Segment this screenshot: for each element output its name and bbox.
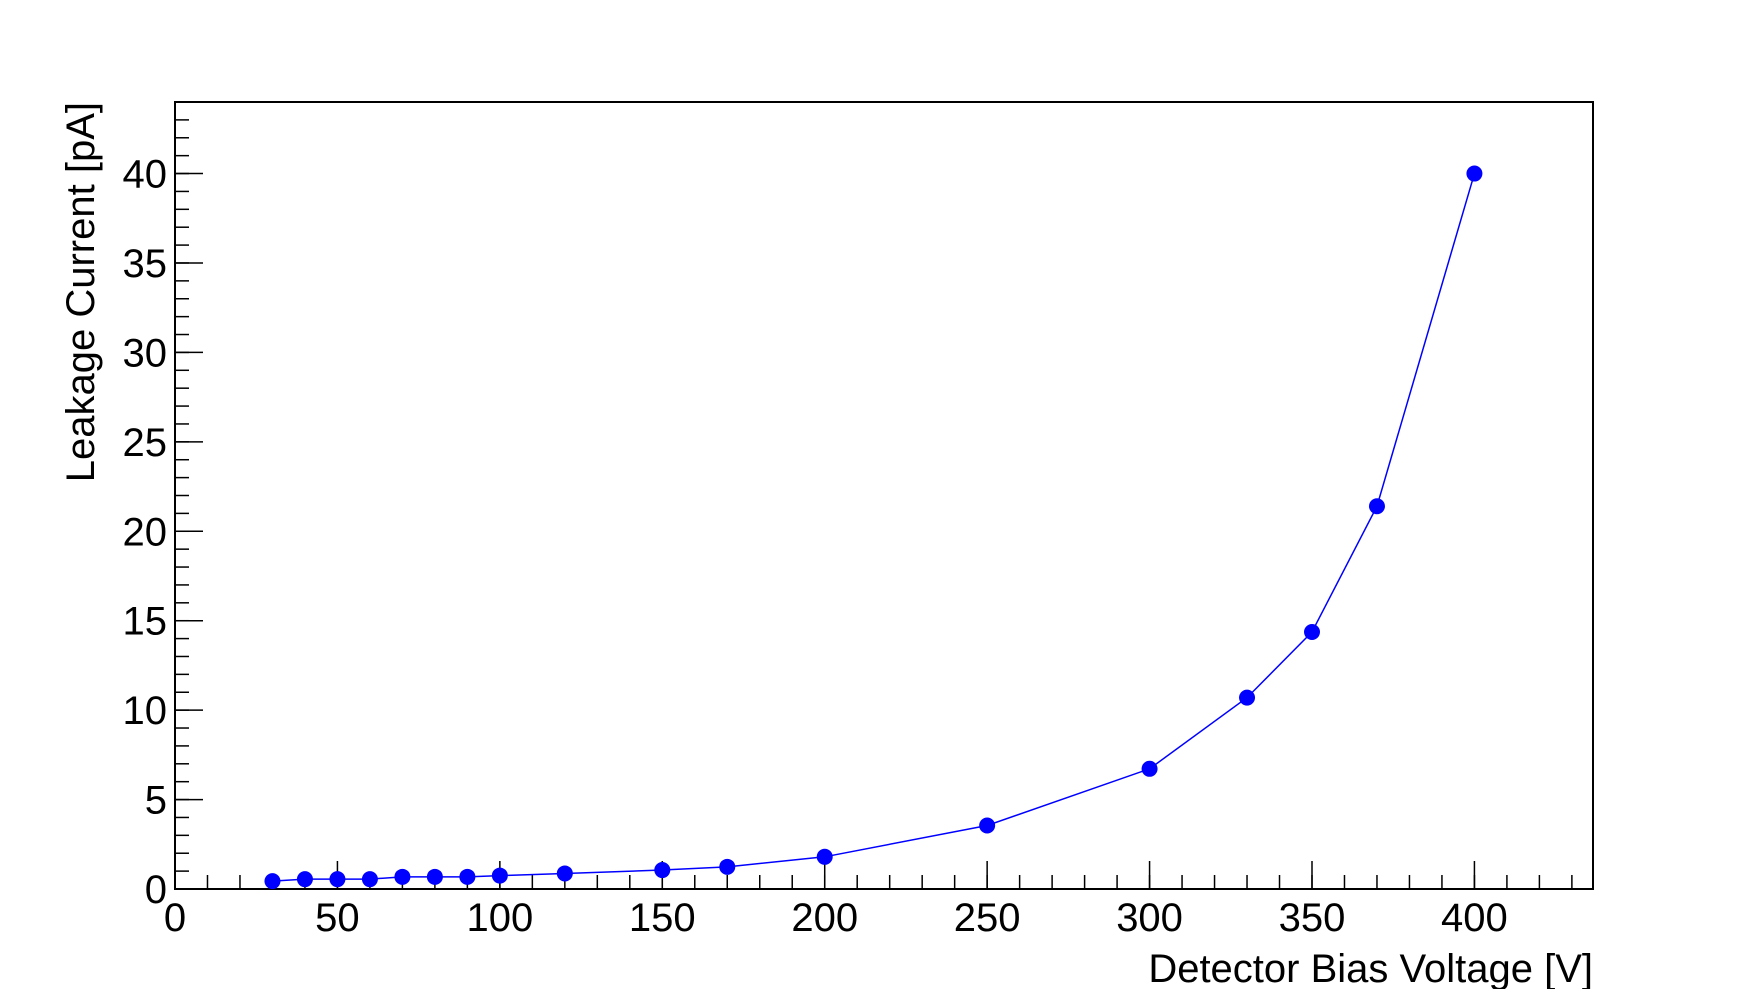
data-point [329, 871, 346, 888]
data-point [654, 862, 671, 879]
data-point [296, 871, 313, 888]
data-point [556, 865, 573, 882]
x-tick-label: 300 [1116, 896, 1183, 940]
data-point [1466, 165, 1483, 182]
y-tick-label: 15 [123, 600, 168, 644]
data-point [979, 817, 996, 834]
data-point [1303, 623, 1320, 640]
y-tick-label: 0 [145, 868, 167, 912]
x-tick-label: 50 [315, 896, 360, 940]
data-point [816, 848, 833, 865]
x-tick-label: 350 [1279, 896, 1346, 940]
y-tick-label: 35 [123, 242, 168, 286]
data-point [719, 858, 736, 875]
series-line [272, 173, 1476, 882]
x-tick-label: 100 [466, 896, 533, 940]
x-tick-label: 0 [164, 896, 186, 940]
y-tick-label: 10 [123, 689, 168, 733]
data-point [459, 868, 476, 885]
y-tick-label: 20 [123, 510, 168, 554]
data-point [361, 871, 378, 888]
data-point [491, 867, 508, 884]
y-tick-label: 30 [123, 331, 168, 375]
x-tick-label: 150 [629, 896, 696, 940]
x-tick-label: 250 [954, 896, 1021, 940]
x-axis-title: Detector Bias Voltage [V] [1148, 947, 1593, 989]
y-tick-label: 5 [145, 779, 167, 823]
data-point [1141, 760, 1158, 777]
y-tick-label: 25 [123, 421, 168, 465]
data-point [264, 873, 281, 890]
data-point [394, 868, 411, 885]
x-tick-label: 200 [791, 896, 858, 940]
data-point [1368, 498, 1385, 515]
data-point [426, 868, 443, 885]
y-axis-title: Leakage Current [pA] [59, 102, 103, 482]
data-point [1239, 689, 1256, 706]
y-tick-label: 40 [123, 153, 168, 197]
x-tick-label: 400 [1441, 896, 1508, 940]
